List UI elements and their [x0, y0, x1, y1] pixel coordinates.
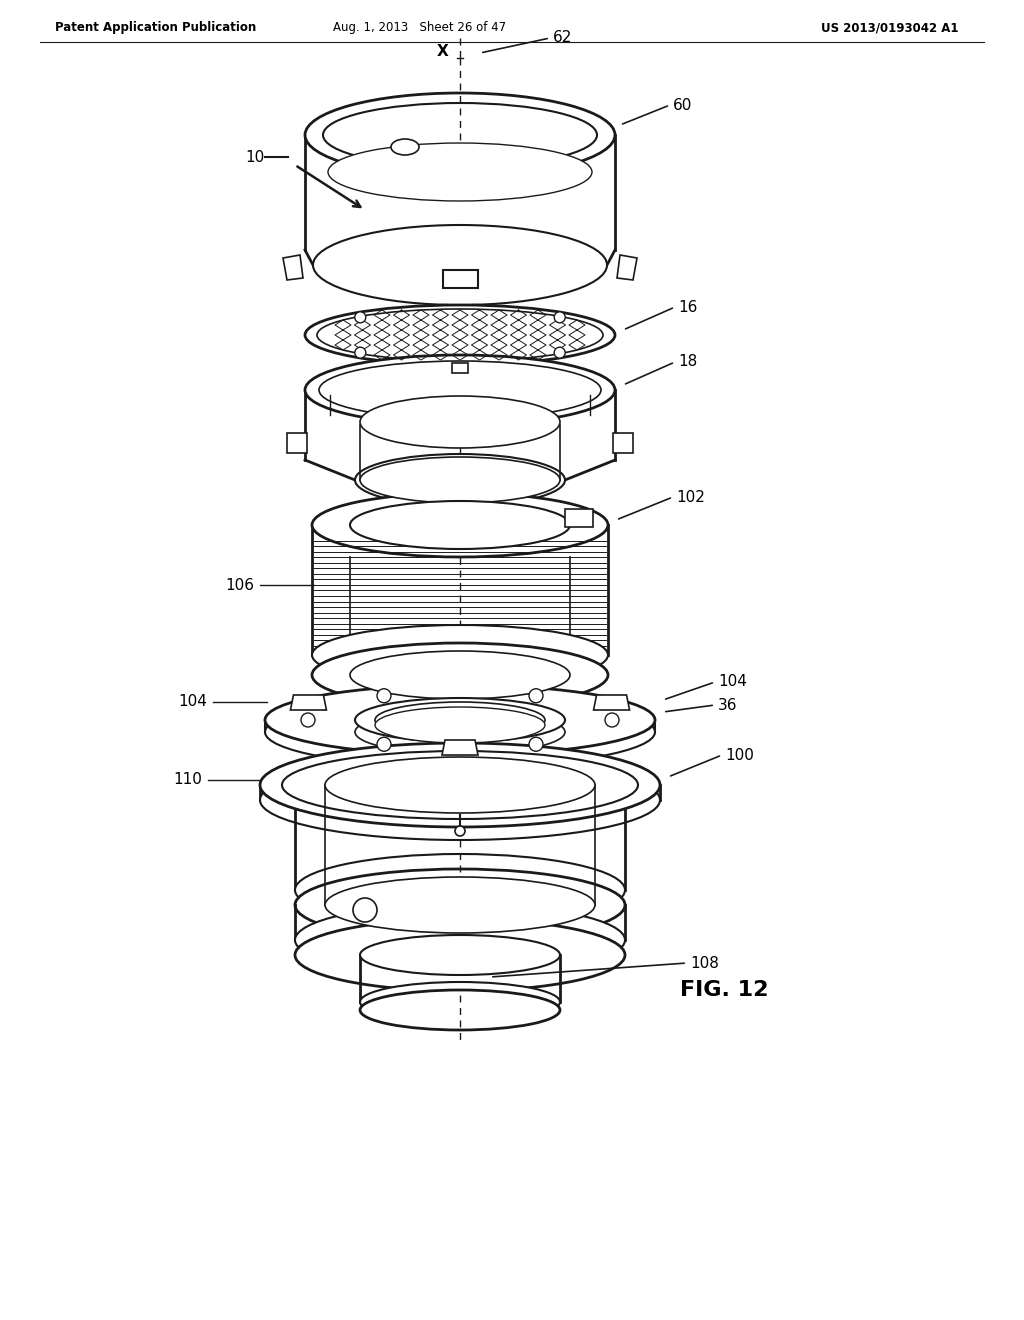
Circle shape — [605, 713, 618, 727]
Ellipse shape — [260, 760, 660, 840]
Ellipse shape — [265, 697, 655, 767]
Ellipse shape — [260, 743, 660, 828]
Ellipse shape — [355, 710, 565, 754]
Text: 10: 10 — [246, 149, 265, 165]
Ellipse shape — [295, 854, 625, 927]
Ellipse shape — [265, 685, 655, 755]
Text: Aug. 1, 2013   Sheet 26 of 47: Aug. 1, 2013 Sheet 26 of 47 — [334, 21, 507, 34]
Text: 62: 62 — [553, 30, 572, 45]
Text: 108: 108 — [690, 956, 719, 970]
Ellipse shape — [391, 139, 419, 154]
Ellipse shape — [328, 143, 592, 201]
Ellipse shape — [319, 360, 601, 418]
Text: US 2013/0193042 A1: US 2013/0193042 A1 — [821, 21, 958, 34]
Bar — [443, 271, 478, 288]
Ellipse shape — [305, 92, 615, 177]
Circle shape — [529, 689, 543, 702]
Polygon shape — [617, 255, 637, 280]
Ellipse shape — [282, 751, 638, 818]
Text: Patent Application Publication: Patent Application Publication — [55, 21, 256, 34]
Polygon shape — [594, 696, 630, 710]
Ellipse shape — [312, 643, 608, 708]
Text: 60: 60 — [673, 98, 692, 112]
Bar — [452, 363, 468, 374]
Ellipse shape — [305, 305, 615, 366]
Text: 36: 36 — [718, 697, 737, 713]
Text: 16: 16 — [678, 300, 697, 314]
Ellipse shape — [295, 869, 625, 941]
Ellipse shape — [355, 454, 565, 506]
Circle shape — [354, 312, 366, 323]
Circle shape — [377, 689, 391, 702]
Ellipse shape — [325, 756, 595, 813]
Bar — [613, 433, 633, 453]
Circle shape — [554, 347, 565, 358]
Ellipse shape — [360, 982, 560, 1022]
Polygon shape — [442, 741, 478, 755]
Ellipse shape — [317, 309, 603, 360]
Text: 110: 110 — [173, 772, 202, 788]
Ellipse shape — [360, 457, 560, 503]
Circle shape — [354, 347, 366, 358]
Circle shape — [377, 738, 391, 751]
Text: 106: 106 — [225, 578, 254, 593]
Circle shape — [301, 713, 315, 727]
Ellipse shape — [360, 396, 560, 447]
Ellipse shape — [325, 876, 595, 933]
Text: 100: 100 — [725, 747, 754, 763]
Ellipse shape — [323, 103, 597, 168]
Bar — [565, 510, 593, 527]
Ellipse shape — [360, 990, 560, 1030]
Text: FIG. 12: FIG. 12 — [680, 979, 768, 1001]
Ellipse shape — [375, 708, 545, 743]
Ellipse shape — [312, 624, 608, 685]
Circle shape — [455, 826, 465, 836]
Text: X: X — [436, 44, 449, 58]
Text: 102: 102 — [676, 490, 705, 504]
Ellipse shape — [355, 698, 565, 742]
Ellipse shape — [350, 502, 570, 549]
Ellipse shape — [295, 904, 625, 975]
Circle shape — [353, 898, 377, 921]
Bar — [287, 433, 307, 453]
Text: 104: 104 — [718, 675, 746, 689]
Ellipse shape — [360, 935, 560, 975]
Ellipse shape — [375, 702, 545, 738]
Circle shape — [554, 312, 565, 323]
Ellipse shape — [350, 651, 570, 700]
Text: 18: 18 — [678, 355, 697, 370]
Polygon shape — [291, 696, 327, 710]
Ellipse shape — [295, 919, 625, 991]
Circle shape — [529, 738, 543, 751]
Ellipse shape — [313, 224, 607, 305]
Polygon shape — [283, 255, 303, 280]
Ellipse shape — [305, 355, 615, 425]
Text: 104: 104 — [178, 694, 207, 710]
Ellipse shape — [312, 492, 608, 557]
